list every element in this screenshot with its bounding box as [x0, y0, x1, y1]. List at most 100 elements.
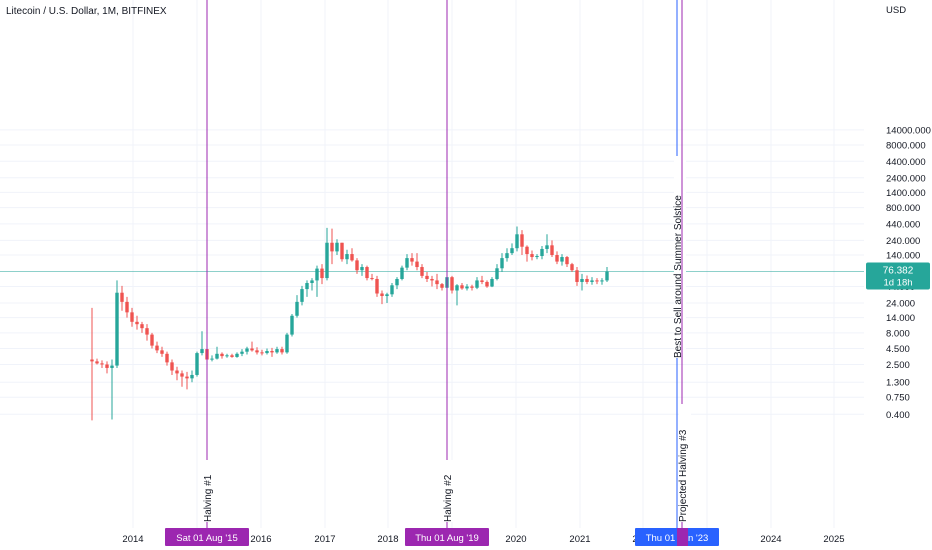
axis-layer: 14000.000 8000.000 4400.000 2400.000 1400.00…: [122, 5, 931, 546]
candle-body: [550, 245, 554, 256]
candle-body: [335, 242, 339, 252]
candle-body: [475, 280, 479, 288]
candle-body: [360, 267, 364, 271]
x-tick-label-6: 2020: [505, 534, 526, 545]
candle-body: [240, 351, 244, 354]
y-tick-label-6: 440.000: [886, 219, 920, 230]
candle-body: [565, 257, 569, 265]
currency-label: USD: [886, 5, 906, 16]
last-price-badge: [866, 262, 930, 290]
candle-body: [115, 292, 119, 366]
candle-body: [190, 374, 194, 379]
marker-label-2: Best to Sell around Summer Solstice: [673, 195, 684, 358]
candle-body: [385, 294, 389, 297]
candle-body: [465, 286, 469, 289]
candle-body: [105, 364, 109, 368]
candle-body: [435, 280, 439, 285]
y-tick-label-8: 140.000: [886, 251, 920, 262]
candle-body: [210, 358, 214, 360]
y-tick-label-16: 1.300: [886, 378, 910, 389]
y-tick-label-14: 4.500: [886, 344, 910, 355]
candle-body: [235, 353, 239, 357]
candle-body: [600, 280, 604, 282]
last-price-label: 76.382: [883, 266, 914, 277]
candle-body: [130, 312, 134, 322]
candle-body: [150, 334, 154, 346]
candle-body: [260, 352, 264, 354]
candle-body: [410, 258, 414, 262]
marker-date-tag: [405, 528, 489, 546]
candle-body: [320, 268, 324, 279]
candle-body: [170, 362, 174, 371]
candle-body: [305, 283, 309, 290]
y-tick-label-15: 2.500: [886, 360, 910, 371]
candle-body: [485, 281, 489, 287]
candle-body: [605, 271, 609, 281]
y-tick-label-5: 800.000: [886, 203, 920, 214]
candle-body: [590, 280, 594, 282]
candle-body: [375, 278, 379, 294]
candle-body: [140, 324, 144, 329]
candle-body: [230, 355, 234, 357]
marker-date-label-1: Thu 01 Aug '19: [415, 533, 479, 544]
candle-body: [430, 278, 434, 281]
candle-body: [165, 353, 169, 363]
candle-body: [270, 351, 274, 353]
candle-body: [370, 278, 374, 280]
candle-body: [440, 284, 444, 288]
candle-body: [315, 268, 319, 281]
candle-body: [525, 246, 529, 255]
x-tick-label-2: 2016: [250, 534, 271, 545]
candle-body: [185, 376, 189, 379]
candle-body: [580, 278, 584, 282]
candle-body: [135, 321, 139, 325]
candle-body: [495, 268, 499, 279]
symbol-title: Litecoin / U.S. Dollar, 1M, BITFINEX: [6, 6, 167, 17]
marker-label-bg: [444, 460, 456, 522]
candle-body: [510, 248, 514, 254]
marker-label-bg: [204, 460, 216, 522]
candle-body: [245, 348, 249, 352]
candle-body: [145, 328, 149, 335]
candle-body: [295, 301, 299, 316]
candle-body: [420, 267, 424, 276]
y-tick-label-1: 8000.000: [886, 141, 926, 152]
candle-body: [155, 345, 159, 351]
y-tick-label-18: 0.400: [886, 410, 910, 421]
x-tick-label-7: 2021: [569, 534, 590, 545]
candles-layer: [90, 226, 609, 421]
y-tick-label-7: 240.000: [886, 236, 920, 247]
marker-label-0: Halving #1: [203, 474, 214, 522]
candle-body: [290, 315, 294, 335]
candle-body: [480, 280, 484, 282]
markers-layer: Halving #1 Halving #2 Best to Sell around …: [203, 0, 691, 528]
candle-body: [175, 370, 179, 374]
candle-body: [515, 234, 519, 249]
x-tick-label-3: 2017: [314, 534, 335, 545]
candle-body: [395, 278, 399, 286]
candle-body: [540, 248, 544, 257]
candle-body: [355, 260, 359, 271]
marker-date-tag: [677, 528, 688, 546]
candle-body: [380, 293, 384, 297]
x-tick-label-0: 2014: [122, 534, 143, 545]
candle-body: [95, 361, 99, 364]
countdown-label: 1d 18h: [883, 278, 912, 289]
candle-body: [470, 286, 474, 288]
y-tick-label-12: 14.000: [886, 313, 915, 324]
candle-body: [460, 285, 464, 289]
candle-body: [200, 349, 204, 354]
candle-body: [220, 353, 224, 357]
marker-label-bg: [674, 156, 686, 358]
candle-body: [555, 255, 559, 262]
candle-body: [340, 242, 344, 260]
candle-body: [530, 254, 534, 258]
candle-body: [425, 275, 429, 279]
y-tick-label-17: 0.750: [886, 393, 910, 404]
x-tick-label-11: 2025: [823, 534, 844, 545]
marker-label-bg: [679, 404, 691, 522]
candle-body: [265, 351, 269, 354]
y-tick-label-0: 14000.000: [886, 125, 931, 136]
